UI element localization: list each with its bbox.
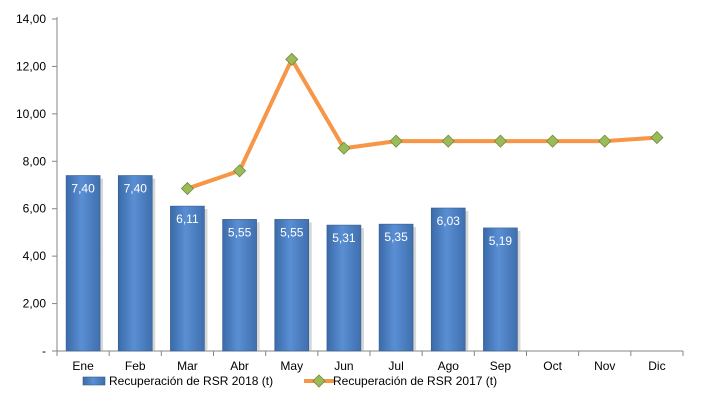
bar-data-label: 5,35 bbox=[384, 230, 408, 244]
line-point-marker bbox=[650, 131, 664, 145]
legend-label-2018: Recuperación de RSR 2018 (t) bbox=[109, 374, 273, 388]
axes: - 2,00 4,00 6,00 8,00 10,00 12,00 14,00 Ene Feb Ma… bbox=[16, 12, 684, 373]
bar bbox=[326, 224, 362, 352]
x-tick-label: Nov bbox=[594, 359, 615, 373]
bar-data-label: 7,40 bbox=[124, 182, 148, 196]
x-tick-label: Sep bbox=[490, 359, 512, 373]
y-tick-label: 10,00 bbox=[16, 107, 46, 121]
x-tick-label: Ene bbox=[72, 359, 94, 373]
bar-data-label: 6,03 bbox=[437, 214, 461, 228]
line-point-marker bbox=[285, 52, 299, 66]
y-tick-label: 4,00 bbox=[23, 249, 47, 263]
line-point-marker bbox=[441, 134, 455, 148]
line-point-marker bbox=[337, 141, 351, 155]
bar bbox=[483, 227, 518, 352]
x-tick-label: Abr bbox=[230, 359, 249, 373]
y-tick-label: 6,00 bbox=[23, 202, 47, 216]
x-tick-label: Ago bbox=[438, 359, 460, 373]
series-line bbox=[185, 57, 659, 191]
bar-data-label: 6,11 bbox=[176, 212, 199, 226]
x-tick-label: Feb bbox=[125, 359, 146, 373]
x-tick-label: Oct bbox=[543, 359, 562, 373]
bar-data-label: 5,55 bbox=[280, 225, 304, 239]
bar bbox=[170, 205, 205, 352]
bar-data-label: 5,19 bbox=[489, 234, 513, 248]
x-tick-label: Jul bbox=[388, 359, 403, 373]
bar-data-label: 7,40 bbox=[71, 182, 95, 196]
x-tick-label: Dic bbox=[648, 359, 665, 373]
line-point-marker bbox=[233, 164, 247, 178]
line-point-marker bbox=[180, 181, 194, 196]
bar bbox=[274, 219, 310, 352]
line-point-marker bbox=[598, 134, 612, 148]
y-tick-label: 12,00 bbox=[16, 59, 46, 73]
y-tick-label: 14,00 bbox=[16, 12, 46, 26]
bar bbox=[117, 175, 153, 352]
y-tick-label: 2,00 bbox=[23, 297, 47, 311]
legend: Recuperación de RSR 2018 (t) Recuperación… bbox=[82, 374, 497, 388]
line-point-marker bbox=[493, 134, 507, 148]
bar bbox=[430, 207, 466, 352]
line-point-marker bbox=[389, 134, 403, 148]
bar bbox=[65, 175, 101, 352]
line-point-marker bbox=[546, 134, 560, 148]
bar-data-label: 5,31 bbox=[332, 231, 356, 245]
line-series-2017 bbox=[180, 52, 664, 196]
bar-series-2018: 7,40 7,40 6,11 5,55 5,55 5,31 5,35 6,03 5,19 bbox=[65, 175, 521, 352]
legend-swatch-2018 bbox=[82, 376, 106, 386]
y-tick-label: 8,00 bbox=[23, 154, 47, 168]
bar bbox=[222, 219, 257, 352]
x-tick-label: Jun bbox=[334, 359, 353, 373]
y-tick-label: - bbox=[42, 344, 46, 358]
bar-data-label: 5,55 bbox=[228, 225, 252, 239]
bar bbox=[378, 223, 414, 352]
x-tick-label: Mar bbox=[177, 359, 198, 373]
x-tick-label: May bbox=[280, 359, 303, 373]
legend-marker-2017 bbox=[312, 374, 326, 388]
legend-label-2017: Recuperación de RSR 2017 (t) bbox=[333, 374, 497, 388]
